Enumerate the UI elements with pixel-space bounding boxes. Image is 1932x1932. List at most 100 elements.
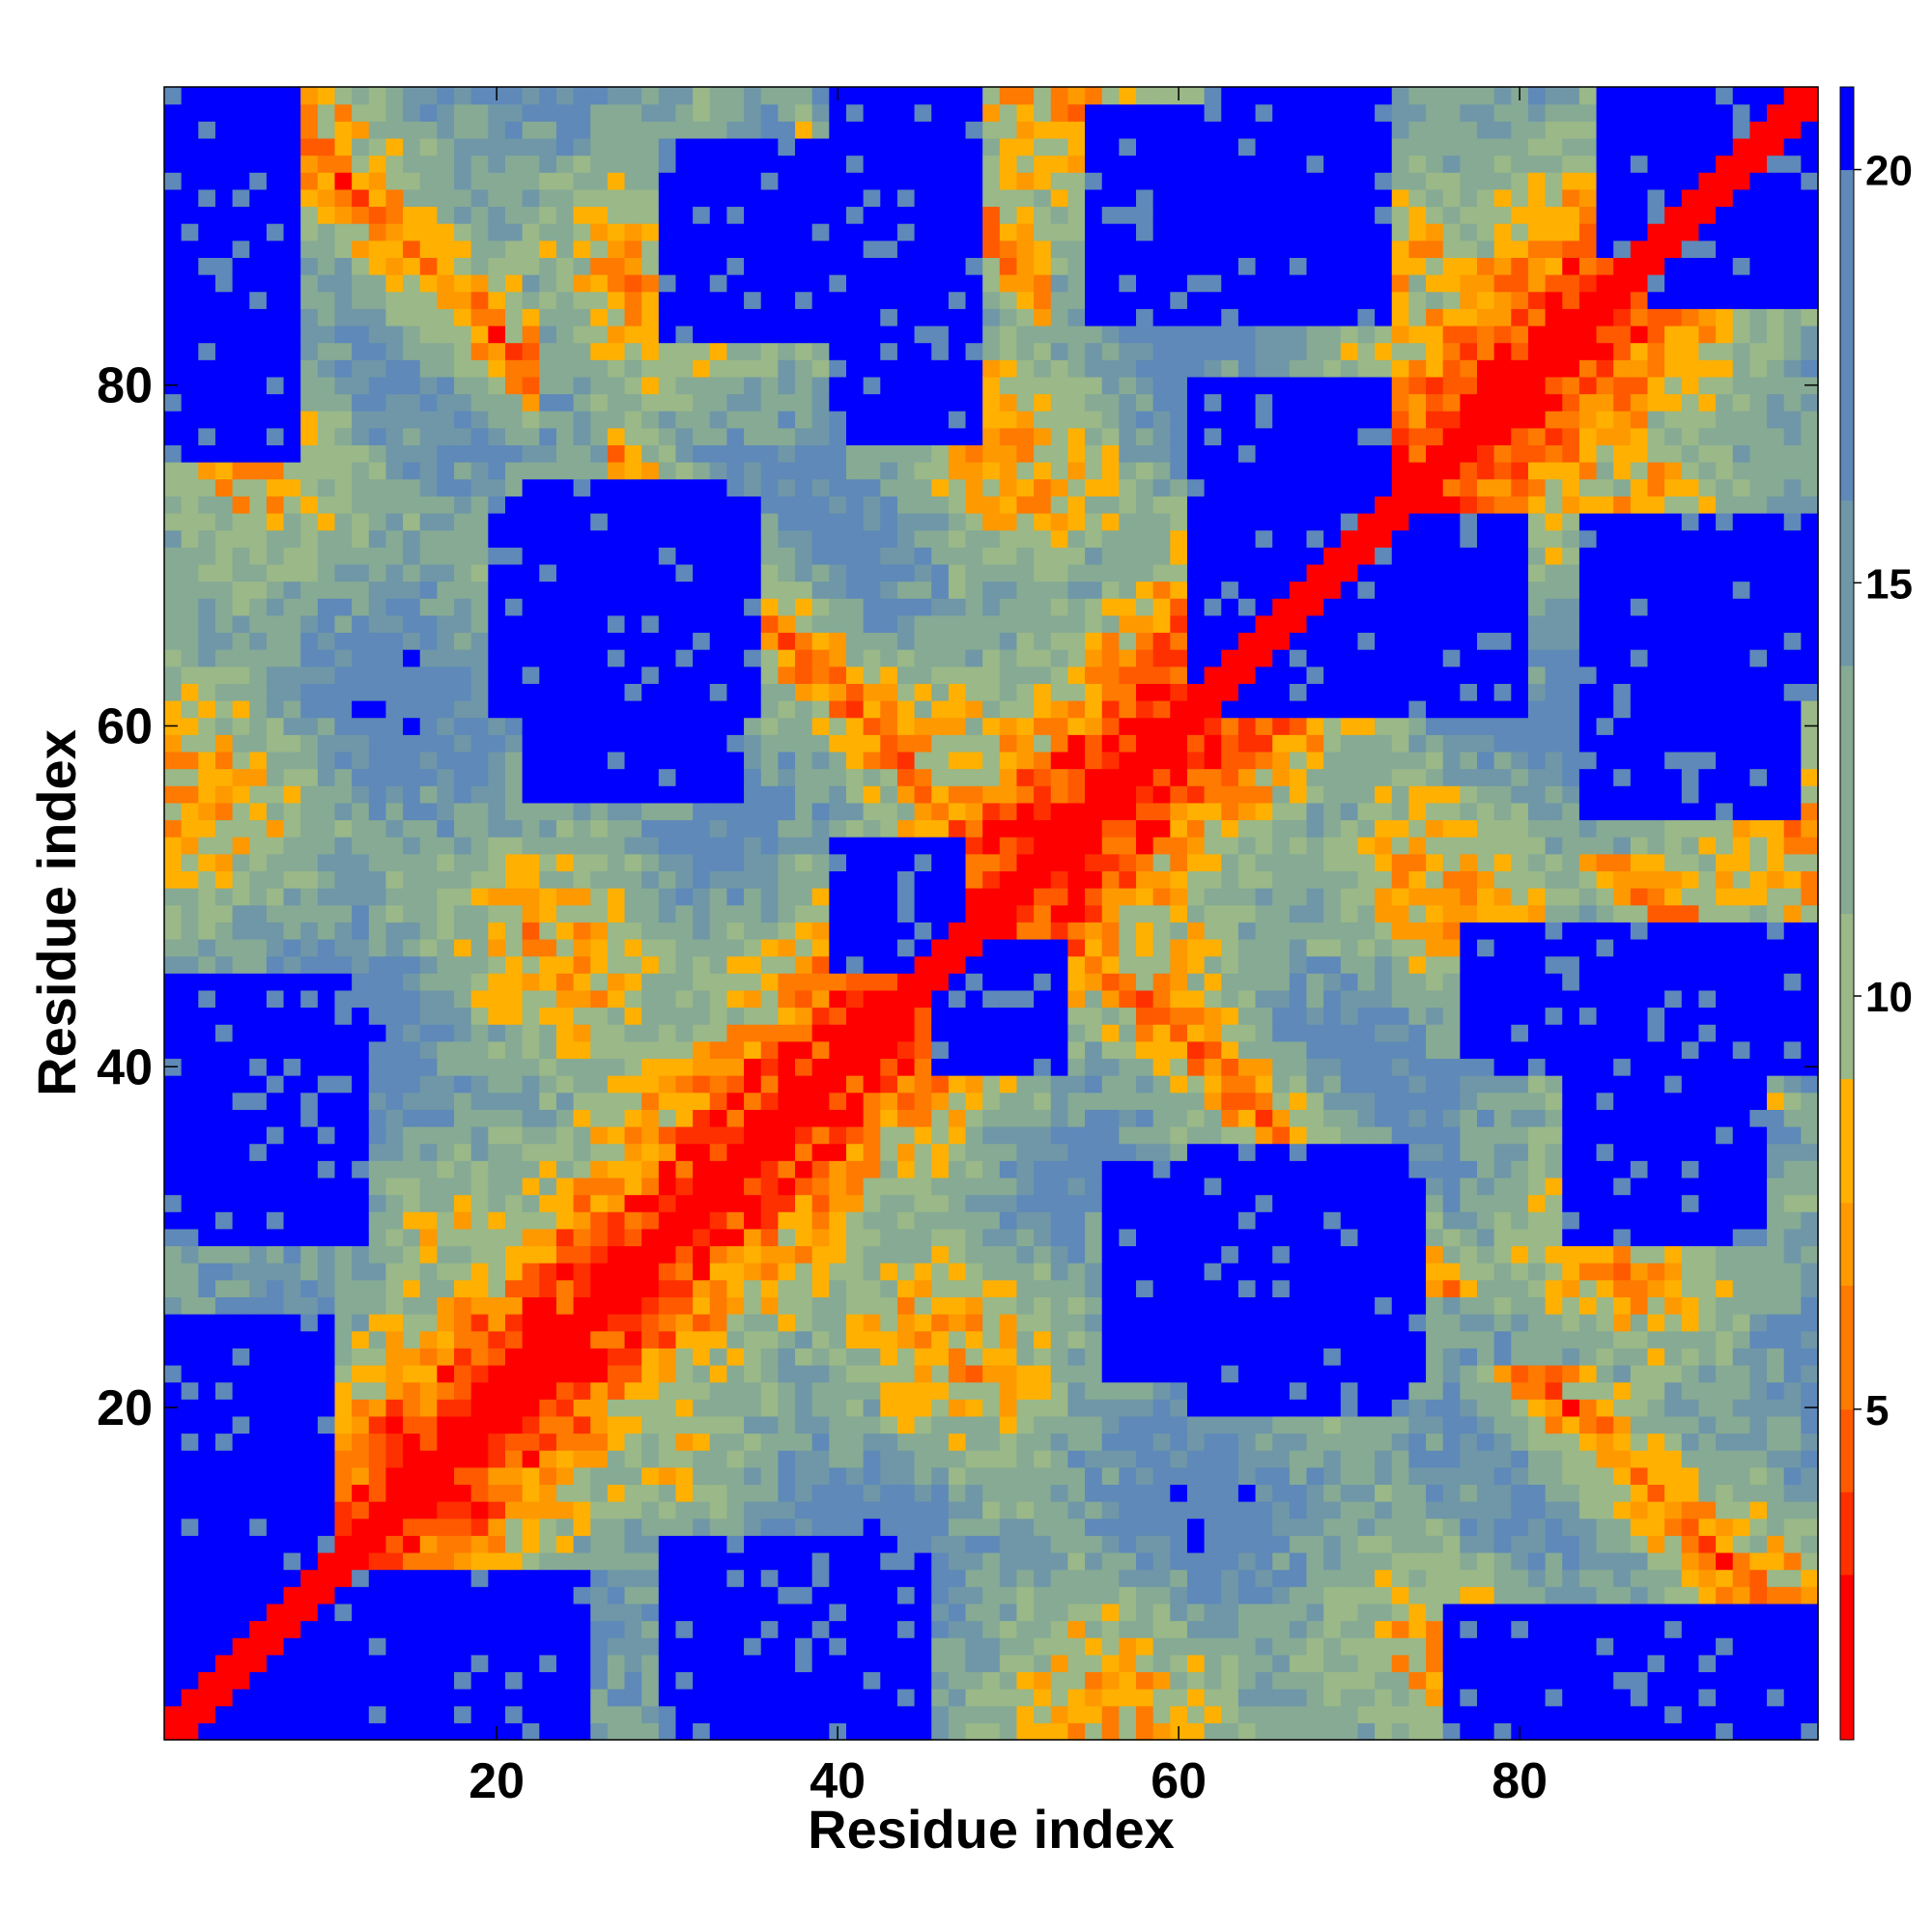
heatmap-cell — [948, 325, 967, 344]
heatmap-cell — [249, 1637, 268, 1656]
heatmap-cell — [829, 427, 847, 446]
heatmap-cell — [368, 1160, 387, 1179]
heatmap-cell — [283, 888, 301, 906]
heatmap-cell — [709, 1245, 728, 1264]
heatmap-cell — [607, 1603, 626, 1622]
heatmap-cell — [352, 359, 370, 378]
heatmap-cell — [181, 1620, 199, 1638]
heatmap-cell — [590, 547, 609, 565]
heatmap-cell — [607, 785, 626, 804]
heatmap-cell — [164, 223, 183, 242]
heatmap-cell — [249, 785, 268, 804]
heatmap-cell — [863, 172, 881, 190]
heatmap-cell — [266, 325, 285, 344]
heatmap-cell — [317, 1279, 336, 1297]
heatmap-cell — [470, 1654, 489, 1673]
heatmap-cell — [641, 257, 660, 275]
heatmap-cell — [334, 785, 353, 804]
heatmap-cell — [198, 802, 216, 821]
heatmap-cell — [880, 837, 898, 855]
heatmap-cell — [982, 1415, 1001, 1435]
heatmap-cell — [181, 1689, 199, 1707]
heatmap-cell — [266, 1058, 285, 1076]
heatmap-cell — [181, 1348, 199, 1366]
heatmap-cell — [1016, 734, 1035, 753]
heatmap-cell — [300, 291, 319, 309]
heatmap-cell — [829, 614, 847, 634]
heatmap-cell — [965, 1245, 983, 1264]
heatmap-cell — [760, 1245, 779, 1264]
heatmap-cell — [999, 1228, 1018, 1247]
heatmap-cell — [522, 973, 540, 991]
heatmap-cell — [555, 1160, 575, 1179]
heatmap-cell — [965, 1092, 983, 1110]
heatmap-cell — [504, 1092, 524, 1110]
heatmap-cell — [539, 649, 557, 668]
heatmap-cell — [760, 973, 779, 991]
heatmap-cell — [693, 870, 711, 889]
heatmap-cell — [249, 1263, 268, 1281]
heatmap-cell — [352, 1518, 370, 1536]
heatmap-cell — [1016, 1535, 1035, 1553]
heatmap-cell — [300, 1535, 319, 1553]
heatmap-cell — [829, 1040, 847, 1060]
heatmap-cell — [896, 462, 916, 480]
heatmap-cell — [607, 837, 626, 855]
heatmap-cell — [164, 1433, 183, 1451]
heatmap-cell — [164, 888, 183, 906]
heatmap-cell — [863, 1092, 881, 1110]
heatmap-cell — [726, 1484, 745, 1502]
heatmap-cell — [760, 1263, 779, 1281]
heatmap-cell — [539, 188, 557, 208]
heatmap-cell — [880, 717, 898, 735]
heatmap-cell — [352, 598, 370, 616]
heatmap-cell — [829, 496, 847, 514]
heatmap-cell — [403, 973, 421, 991]
heatmap-cell — [931, 973, 950, 991]
heatmap-cell — [896, 1381, 916, 1400]
heatmap-cell — [999, 155, 1018, 173]
heatmap-cell — [590, 1125, 609, 1145]
heatmap-cell — [811, 938, 830, 957]
heatmap-cell — [504, 904, 524, 923]
heatmap-cell — [744, 1075, 762, 1094]
heatmap-cell — [778, 922, 796, 940]
heatmap-cell — [811, 393, 830, 412]
heatmap-cell — [811, 137, 830, 156]
heatmap-cell — [249, 308, 268, 327]
heatmap-cell — [249, 683, 268, 701]
heatmap-cell — [352, 137, 370, 156]
heatmap-cell — [488, 563, 506, 582]
heatmap-cell — [454, 103, 472, 122]
heatmap-cell — [214, 1399, 234, 1417]
heatmap-cell — [249, 837, 268, 855]
heatmap-cell — [488, 1364, 506, 1383]
heatmap-cell — [1016, 411, 1035, 429]
heatmap-cell — [504, 785, 524, 804]
heatmap-cell — [232, 291, 250, 309]
heatmap-cell — [317, 411, 336, 429]
heatmap-cell — [693, 1143, 711, 1161]
heatmap-cell — [573, 1125, 591, 1145]
heatmap-cell — [419, 1330, 438, 1349]
heatmap-cell — [504, 1263, 524, 1281]
heatmap-cell — [693, 1722, 711, 1741]
heatmap-cell — [385, 87, 404, 105]
heatmap-cell — [181, 462, 199, 480]
heatmap-cell — [419, 1279, 438, 1297]
heatmap-cell — [368, 1705, 387, 1723]
heatmap-cell — [437, 700, 455, 719]
heatmap-cell — [249, 87, 268, 105]
heatmap-cell — [999, 666, 1018, 684]
heatmap-cell — [470, 683, 489, 701]
heatmap-cell — [726, 1415, 745, 1435]
heatmap-cell — [522, 478, 540, 497]
heatmap-cell — [317, 1314, 336, 1332]
heatmap-cell — [437, 751, 455, 770]
heatmap-cell — [488, 529, 506, 548]
heatmap-cell — [829, 1637, 847, 1656]
heatmap-cell — [164, 1654, 183, 1673]
heatmap-cell — [1034, 1551, 1052, 1571]
heatmap-cell — [522, 103, 540, 122]
heatmap-cell — [300, 768, 319, 786]
